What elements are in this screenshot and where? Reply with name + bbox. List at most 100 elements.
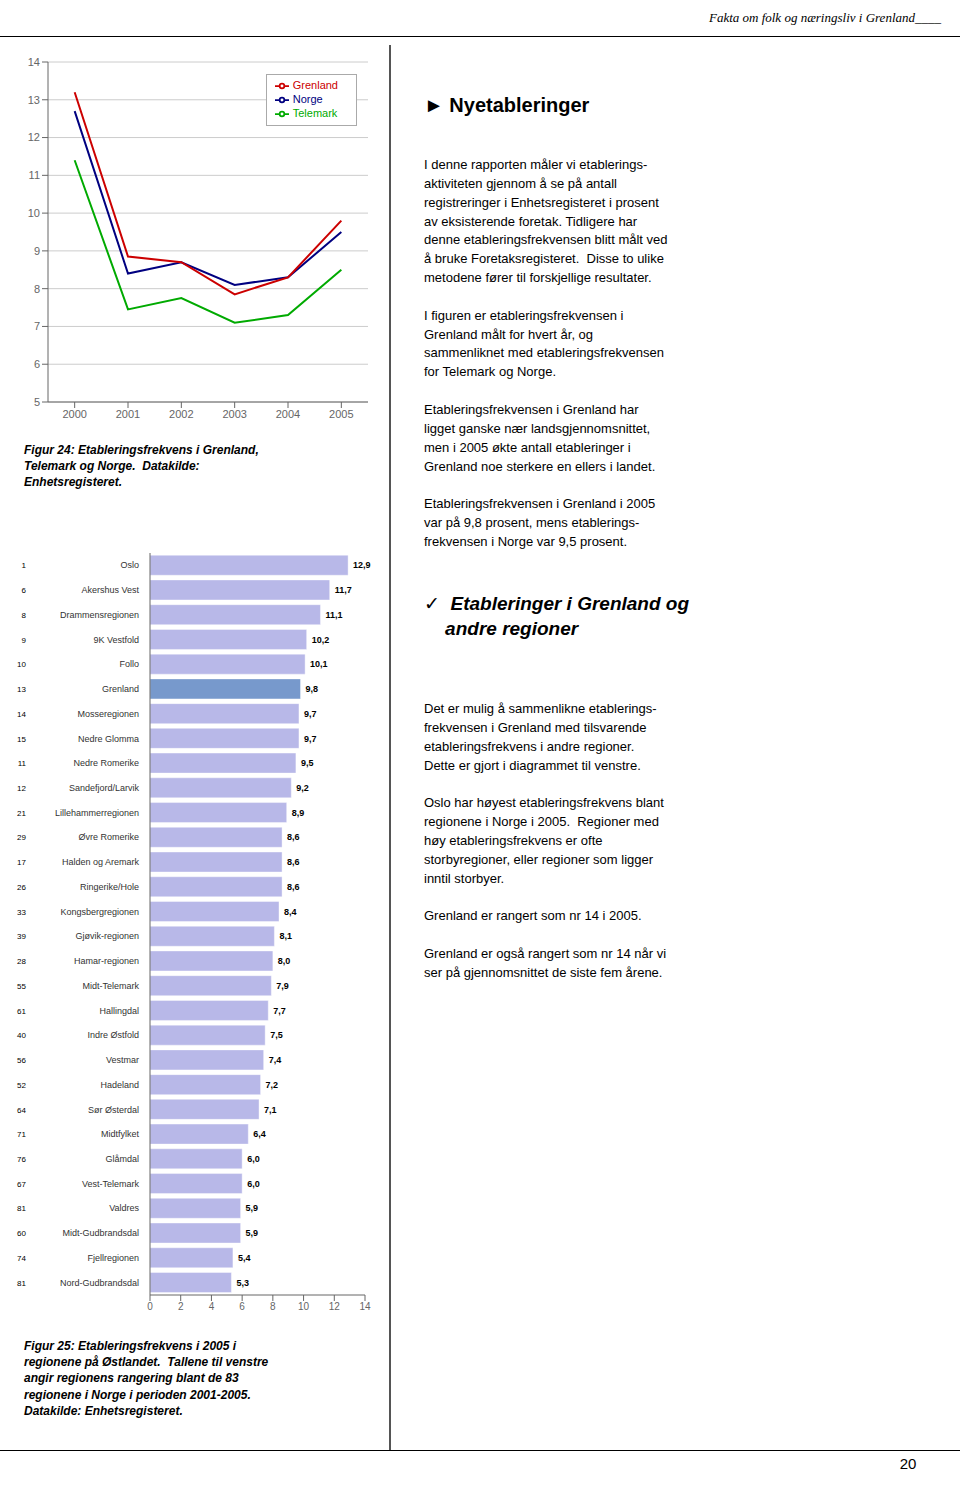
svg-text:6,0: 6,0: [247, 1179, 260, 1189]
svg-text:9,8: 9,8: [306, 684, 319, 694]
svg-text:29: 29: [17, 833, 26, 842]
svg-text:9,5: 9,5: [301, 758, 314, 768]
svg-text:7,9: 7,9: [276, 981, 289, 991]
svg-text:8,9: 8,9: [292, 808, 305, 818]
svg-text:14: 14: [28, 56, 40, 68]
svg-text:8,1: 8,1: [279, 931, 292, 941]
svg-text:Gjøvik-regionen: Gjøvik-regionen: [75, 931, 139, 941]
svg-text:67: 67: [17, 1180, 26, 1189]
svg-text:15: 15: [17, 735, 26, 744]
svg-text:5,3: 5,3: [236, 1278, 249, 1288]
svg-text:6: 6: [34, 358, 40, 370]
svg-text:33: 33: [17, 908, 26, 917]
svg-text:Drammensregionen: Drammensregionen: [60, 610, 139, 620]
svg-text:9K Vestfold: 9K Vestfold: [93, 635, 139, 645]
svg-text:Follo: Follo: [119, 659, 139, 669]
svg-text:40: 40: [17, 1031, 26, 1040]
svg-text:Akershus Vest: Akershus Vest: [81, 585, 139, 595]
svg-text:2003: 2003: [222, 408, 246, 420]
svg-text:Ringerike/Hole: Ringerike/Hole: [80, 882, 139, 892]
svg-text:7,1: 7,1: [264, 1105, 277, 1115]
svg-text:2004: 2004: [276, 408, 300, 420]
svg-text:Valdres: Valdres: [109, 1203, 139, 1213]
svg-text:12,9: 12,9: [353, 560, 371, 570]
svg-text:9,7: 9,7: [304, 709, 317, 719]
svg-text:14: 14: [359, 1301, 371, 1312]
svg-text:Nedre Glomma: Nedre Glomma: [78, 734, 139, 744]
svg-text:60: 60: [17, 1229, 26, 1238]
svg-text:17: 17: [17, 858, 26, 867]
svg-text:Glåmdal: Glåmdal: [105, 1154, 139, 1164]
svg-text:6: 6: [239, 1301, 245, 1312]
svg-text:11,7: 11,7: [335, 585, 352, 595]
svg-text:6: 6: [22, 586, 27, 595]
svg-text:56: 56: [17, 1056, 26, 1065]
svg-text:12: 12: [329, 1301, 341, 1312]
svg-text:11: 11: [29, 169, 40, 181]
svg-text:5,9: 5,9: [246, 1203, 259, 1213]
svg-text:7: 7: [34, 320, 40, 332]
svg-text:12: 12: [28, 131, 40, 143]
svg-text:8: 8: [270, 1301, 276, 1312]
svg-text:Hadeland: Hadeland: [100, 1080, 139, 1090]
svg-text:39: 39: [17, 932, 26, 941]
svg-text:Fjellregionen: Fjellregionen: [87, 1253, 139, 1263]
svg-text:71: 71: [17, 1130, 26, 1139]
svg-text:8: 8: [34, 283, 40, 295]
svg-text:8,6: 8,6: [287, 882, 300, 892]
svg-text:Kongsbergregionen: Kongsbergregionen: [60, 907, 139, 917]
svg-text:6,0: 6,0: [247, 1154, 260, 1164]
svg-text:8,6: 8,6: [287, 857, 300, 867]
svg-text:8: 8: [22, 611, 27, 620]
svg-text:10: 10: [28, 207, 40, 219]
svg-text:5: 5: [34, 396, 40, 408]
svg-text:52: 52: [17, 1081, 26, 1090]
svg-text:61: 61: [17, 1007, 26, 1016]
svg-text:7,2: 7,2: [266, 1080, 279, 1090]
svg-text:10: 10: [17, 660, 26, 669]
svg-text:Hamar-regionen: Hamar-regionen: [74, 956, 139, 966]
svg-text:2000: 2000: [62, 408, 86, 420]
svg-text:0: 0: [147, 1301, 153, 1312]
svg-text:Sør Østerdal: Sør Østerdal: [88, 1105, 139, 1115]
svg-text:2001: 2001: [116, 408, 140, 420]
svg-text:5,9: 5,9: [246, 1228, 259, 1238]
svg-text:14: 14: [17, 710, 26, 719]
svg-text:7,7: 7,7: [273, 1006, 286, 1016]
svg-text:2005: 2005: [329, 408, 353, 420]
svg-text:4: 4: [209, 1301, 215, 1312]
svg-text:9,2: 9,2: [296, 783, 309, 793]
svg-text:81: 81: [17, 1279, 26, 1288]
svg-text:Halden og Aremark: Halden og Aremark: [62, 857, 140, 867]
svg-text:55: 55: [17, 982, 26, 991]
svg-text:13: 13: [28, 94, 40, 106]
svg-text:9: 9: [34, 245, 40, 257]
svg-text:81: 81: [17, 1204, 26, 1213]
svg-text:12: 12: [17, 784, 26, 793]
svg-text:11: 11: [18, 759, 27, 768]
svg-text:Midt-Gudbrandsdal: Midt-Gudbrandsdal: [62, 1228, 139, 1238]
svg-text:Hallingdal: Hallingdal: [99, 1006, 139, 1016]
svg-text:8,4: 8,4: [284, 907, 297, 917]
svg-text:11,1: 11,1: [325, 610, 342, 620]
svg-text:2002: 2002: [169, 408, 193, 420]
svg-text:76: 76: [17, 1155, 26, 1164]
svg-text:Mosseregionen: Mosseregionen: [77, 709, 139, 719]
svg-text:Indre Østfold: Indre Østfold: [87, 1030, 139, 1040]
svg-text:28: 28: [17, 957, 26, 966]
svg-text:74: 74: [17, 1254, 26, 1263]
svg-text:Nord-Gudbrandsdal: Nord-Gudbrandsdal: [60, 1278, 139, 1288]
svg-text:1: 1: [22, 561, 27, 570]
svg-text:9: 9: [22, 636, 27, 645]
svg-text:7,4: 7,4: [269, 1055, 282, 1065]
svg-text:Oslo: Oslo: [120, 560, 139, 570]
svg-text:64: 64: [17, 1106, 26, 1115]
svg-text:Øvre Romerike: Øvre Romerike: [78, 832, 139, 842]
svg-text:Midt-Telemark: Midt-Telemark: [82, 981, 139, 991]
svg-text:8,0: 8,0: [278, 956, 291, 966]
svg-text:5,4: 5,4: [238, 1253, 251, 1263]
svg-text:2: 2: [178, 1301, 184, 1312]
svg-text:Midtfylket: Midtfylket: [101, 1129, 140, 1139]
svg-text:Lillehammerregionen: Lillehammerregionen: [55, 808, 139, 818]
svg-text:10,2: 10,2: [312, 635, 330, 645]
